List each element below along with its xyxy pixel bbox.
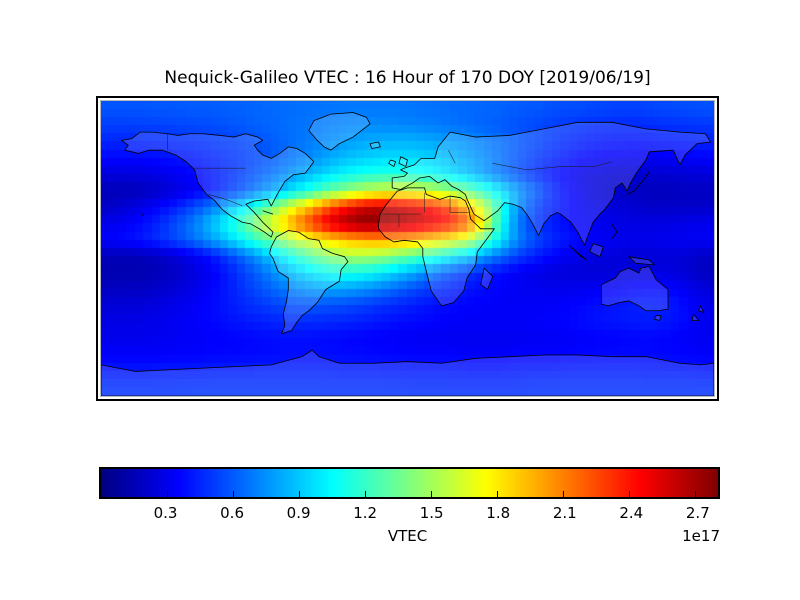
coastline-hawaii — [142, 214, 144, 216]
colorbar-tick — [563, 491, 565, 497]
vtec-heatmap — [100, 100, 715, 397]
colorbar-gradient-canvas — [101, 469, 718, 497]
colorbar-tick-label: 2.7 — [685, 504, 710, 522]
coastline-japan — [627, 171, 649, 194]
coastline-south-america — [270, 230, 348, 333]
border-europe-east — [448, 150, 455, 163]
colorbar — [99, 467, 720, 499]
colorbar-tick-label: 1.5 — [419, 504, 444, 522]
coastline-britain — [399, 157, 408, 167]
coastline-iceland — [370, 142, 380, 149]
colorbar-tick — [629, 491, 631, 497]
coastline-antarctica — [101, 350, 714, 396]
colorbar-tick-label: 1.8 — [486, 504, 511, 522]
colorbar-tick-label: 0.3 — [153, 504, 178, 522]
coastline-eurasia — [392, 122, 710, 245]
border-central-asia — [493, 162, 612, 170]
coastline-australia — [602, 267, 668, 311]
coastline-ireland — [389, 160, 396, 167]
coastline-new-guinea — [629, 257, 655, 265]
continents — [101, 112, 714, 396]
country-borders — [167, 134, 611, 227]
coastline-madagascar — [481, 268, 493, 289]
plot-title: Nequick-Galileo VTEC : 16 Hour of 170 DO… — [164, 68, 651, 88]
colorbar-tick-label: 2.4 — [619, 504, 644, 522]
islands — [142, 142, 704, 321]
colorbar-tick — [364, 491, 366, 497]
coastline-greenland — [309, 112, 370, 150]
colorbar-tick — [166, 491, 168, 497]
colorbar-tick-label: 1.2 — [353, 504, 378, 522]
map-axes-frame — [96, 96, 719, 401]
colorbar-tick — [431, 491, 433, 497]
colorbar-tick-labels: 0.3 0.6 0.9 1.2 1.5 1.8 2.1 2.4 2.7 — [99, 504, 720, 524]
coastline-north-america — [121, 132, 313, 237]
coastline-borneo — [590, 244, 604, 257]
colorbar-tick — [497, 491, 499, 497]
coastline-cuba — [263, 211, 273, 214]
coastline-new-zealand-north — [699, 306, 704, 313]
coastline-tasmania — [654, 316, 661, 321]
colorbar-tick — [695, 491, 697, 497]
border-us-mexico — [208, 194, 242, 205]
colorbar-tick-label: 2.1 — [552, 504, 577, 522]
world-coastlines-overlay — [101, 101, 714, 396]
coastline-philippines — [612, 224, 617, 239]
colorbar-axis-label: VTEC — [387, 527, 428, 545]
colorbar-tick — [298, 491, 300, 497]
coastline-africa — [379, 188, 495, 306]
colorbar-tick-label: 0.6 — [220, 504, 244, 522]
colorbar-tick-label: 0.9 — [286, 504, 311, 522]
vtec-heatmap-canvas — [101, 101, 714, 396]
coastline-new-zealand-south — [692, 314, 699, 321]
colorbar-offset-label: 1e17 — [682, 527, 720, 545]
colorbar-tick — [232, 491, 234, 497]
coastline-sumatra — [569, 245, 586, 260]
